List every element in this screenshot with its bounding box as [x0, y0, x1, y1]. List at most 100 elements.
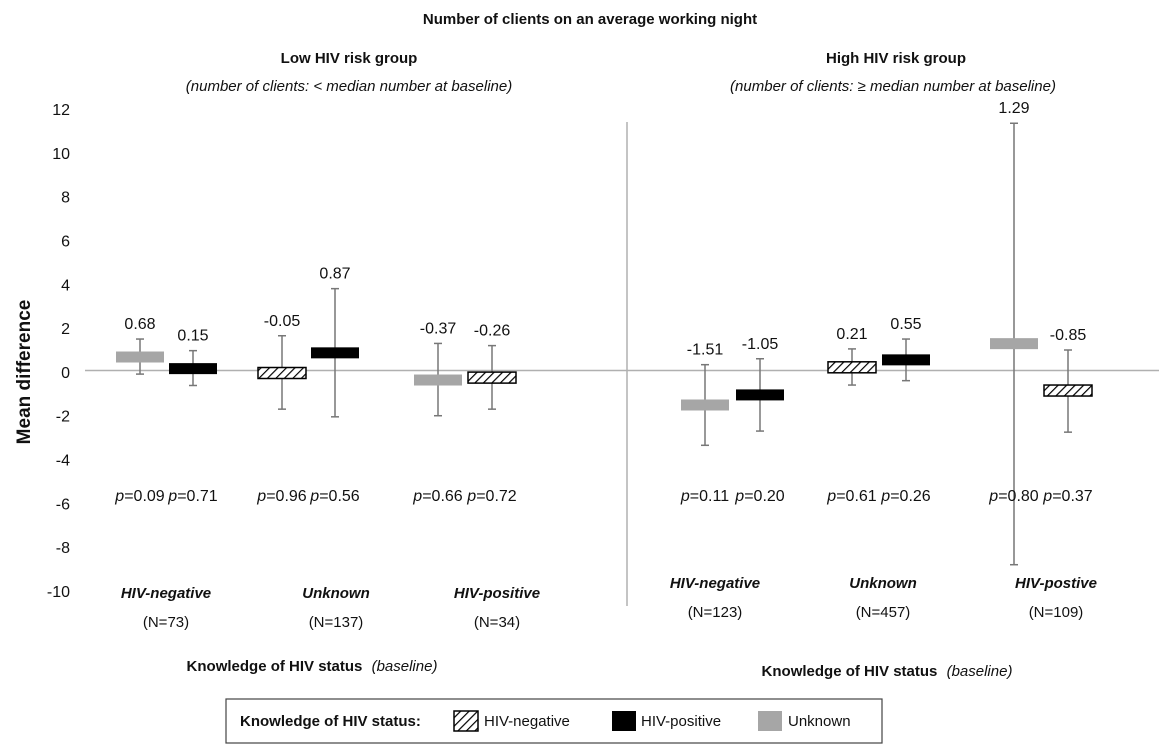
- p-symbol: p: [309, 488, 319, 505]
- p-value-label: p=0.11: [680, 488, 729, 505]
- bar-group: HIV-negative(N=73)0.68p=0.090.15p=0.71: [114, 316, 217, 631]
- p-value: =0.96: [266, 488, 307, 505]
- p-value-label: p=0.96: [256, 488, 306, 505]
- bar-hiv-positive: [882, 354, 930, 366]
- p-value-label: p=0.71: [167, 488, 217, 505]
- p-value: =0.20: [744, 488, 785, 505]
- data-label: 0.15: [177, 328, 208, 345]
- y-tick-label: 8: [61, 190, 70, 207]
- category-n-label: (N=73): [143, 614, 189, 631]
- category-label: Unknown: [302, 585, 370, 602]
- p-symbol: p: [114, 488, 124, 505]
- y-tick-label: 10: [52, 146, 70, 163]
- bar-hiv-positive: [169, 363, 217, 375]
- x-axis-label-high-main: Knowledge of HIV status: [762, 663, 938, 680]
- p-value-label: p=0.61: [826, 488, 876, 505]
- bar-unknown: [414, 374, 462, 386]
- bar-group: HIV-positive (N=34) -0.37 p=0.66 -0.26 p=0.72: [412, 320, 540, 631]
- bar-hiv-negative: [257, 366, 307, 380]
- data-label: 0.87: [319, 266, 350, 283]
- p-symbol: p: [167, 488, 177, 505]
- category-n-label: (N=123): [688, 604, 743, 621]
- x-axis-label-high: Knowledge of HIV status (baseline): [762, 663, 1013, 680]
- data-label: 0.68: [124, 316, 155, 333]
- legend: Knowledge of HIV status: HIV-negative HI…: [225, 698, 883, 744]
- category-label: HIV-negative: [121, 585, 211, 602]
- p-value: =0.71: [177, 488, 218, 505]
- legend-label-hiv-positive: HIV-positive: [641, 713, 721, 730]
- p-symbol: p: [880, 488, 890, 505]
- category-label: Unknown: [849, 575, 917, 592]
- y-tick-label: -2: [56, 409, 70, 426]
- chart-title: Number of clients on an average working …: [423, 11, 757, 28]
- bar-group: HIV-postive(N=109)1.29p=0.80-0.85p=0.37: [988, 100, 1097, 621]
- p-value: =0.61: [836, 488, 877, 505]
- p-value-label: p=0.37: [1042, 488, 1092, 505]
- p-value-label: p=0.09: [114, 488, 164, 505]
- bar-group: Unknown(N=457)0.21p=0.610.55p=0.26: [826, 316, 930, 621]
- legend-swatch-unknown: [758, 711, 782, 731]
- data-label: 1.29: [998, 100, 1029, 117]
- p-value-label: p=0.72: [466, 488, 516, 505]
- data-label: -0.85: [1050, 327, 1087, 344]
- panel-high-title: High HIV risk group: [826, 50, 966, 67]
- data-label: -0.05: [264, 313, 301, 330]
- bar-group: HIV-negative(N=123)-1.51p=0.11-1.05p=0.2…: [670, 336, 785, 621]
- data-label: -1.51: [687, 342, 724, 359]
- y-tick-label: 4: [61, 277, 70, 294]
- data-label: -0.26: [474, 323, 511, 340]
- y-tick-label: 6: [61, 233, 70, 250]
- y-tick-label: 12: [52, 102, 70, 119]
- p-value-label: p=0.26: [880, 488, 930, 505]
- p-symbol: p: [734, 488, 744, 505]
- x-axis-label-high-note: (baseline): [947, 663, 1013, 680]
- p-value: =0.72: [476, 488, 517, 505]
- bar-hiv-negative: [827, 361, 877, 374]
- legend-title: Knowledge of HIV status:: [240, 713, 421, 730]
- category-n-label: (N=457): [856, 604, 911, 621]
- category-label: HIV-postive: [1015, 575, 1097, 592]
- bar-hiv-positive: [311, 347, 359, 359]
- y-tick-label: 0: [61, 365, 70, 382]
- p-value-label: p=0.56: [309, 488, 359, 505]
- y-tick-label: -4: [56, 453, 70, 470]
- p-value: =0.56: [319, 488, 360, 505]
- y-axis: 12 10 8 6 4 2 0 -2 -4 -6 -8 -10: [47, 102, 70, 601]
- x-axis-label-low: Knowledge of HIV status (baseline): [187, 658, 438, 675]
- legend-label-hiv-negative: HIV-negative: [484, 713, 570, 730]
- p-symbol: p: [988, 488, 998, 505]
- p-value-label: p=0.20: [734, 488, 784, 505]
- p-value: =0.11: [690, 488, 729, 505]
- panel-high-subtitle: (number of clients: ≥ median number at b…: [730, 78, 1056, 95]
- p-value: =0.26: [890, 488, 931, 505]
- panel-low-title: Low HIV risk group: [281, 50, 418, 67]
- data-label: -0.37: [420, 320, 457, 337]
- category-n-label: (N=34): [474, 614, 520, 631]
- category-label: HIV-negative: [670, 575, 760, 592]
- y-axis-label: Mean difference: [14, 300, 35, 445]
- legend-swatch-hiv-positive: [612, 711, 636, 731]
- x-axis-label-low-main: Knowledge of HIV status: [187, 658, 363, 675]
- chart-marks: HIV-negative(N=73)0.68p=0.090.15p=0.71Un…: [114, 100, 1097, 631]
- x-axis-label-low-note: (baseline): [372, 658, 438, 675]
- category-n-label: (N=109): [1029, 604, 1084, 621]
- p-value: =0.37: [1052, 488, 1093, 505]
- data-label: 0.55: [890, 316, 921, 333]
- p-symbol: p: [466, 488, 476, 505]
- category-label: HIV-positive: [454, 585, 540, 602]
- y-tick-label: -8: [56, 540, 70, 557]
- p-value-label: p=0.66: [412, 488, 462, 505]
- p-value-label: p=0.80: [988, 488, 1038, 505]
- p-symbol: p: [680, 488, 690, 505]
- data-label: -1.05: [742, 336, 779, 353]
- bar-group: Unknown(N=137)-0.05p=0.960.87p=0.56: [256, 266, 369, 631]
- bar-hiv-negative: [467, 371, 517, 384]
- data-label: 0.21: [836, 326, 867, 343]
- bar-unknown: [116, 351, 164, 363]
- p-value: =0.80: [998, 488, 1039, 505]
- p-value: =0.66: [422, 488, 463, 505]
- p-symbol: p: [826, 488, 836, 505]
- legend-label-unknown: Unknown: [788, 713, 851, 730]
- p-symbol: p: [256, 488, 266, 505]
